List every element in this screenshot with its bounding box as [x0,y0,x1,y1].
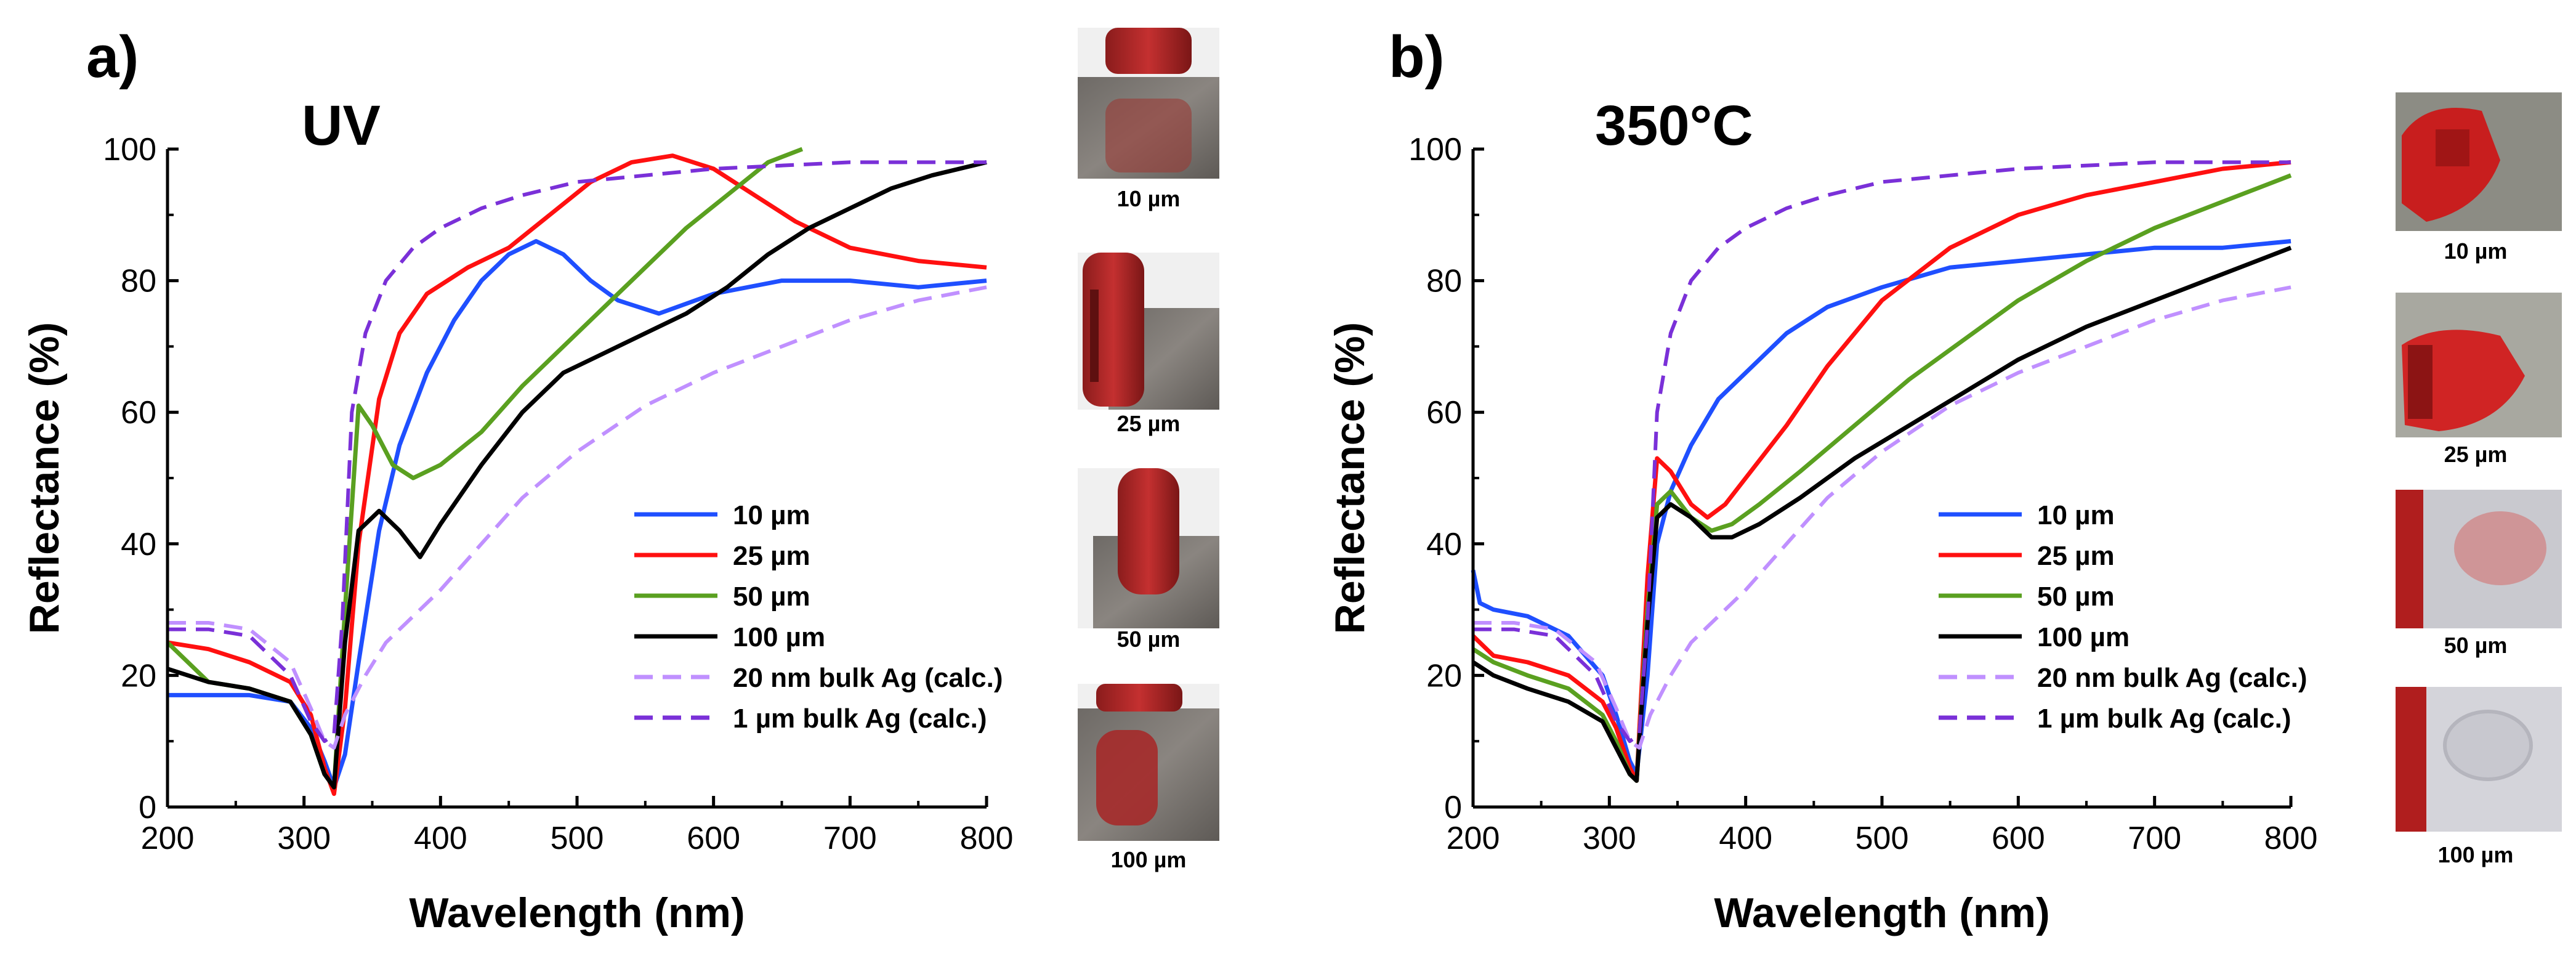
photo-label: 10 µm [1117,186,1181,211]
x-tick-label: 500 [551,821,604,856]
legend: 10 µm 25 µm 50 µm 100 µm 20 nm bulk Ag (calc… [634,500,1003,734]
sample-photo [2396,293,2562,437]
legend-label: 50 µm [2037,582,2115,612]
y-tick-label: 100 [103,132,156,168]
chart-title: 350°C [1595,94,1753,157]
series-line [1472,245,2292,783]
plot-area [166,147,987,797]
x-axis-ticks: 200 300 400 500 600 700 800 [141,796,1014,856]
x-tick-label: 300 [277,821,331,856]
sample-photo [2396,687,2562,832]
sample-photo [1078,468,1219,628]
x-tick-label: 400 [414,821,467,856]
y-axis-title: Reflectance (%) [21,322,68,634]
x-axis-ticks: 200 300 400 500 600 700 800 [1447,796,2318,856]
y-tick-label: 40 [121,527,156,562]
x-tick-label: 600 [1992,821,2045,856]
legend-label: 20 nm bulk Ag (calc.) [2037,663,2307,693]
y-tick-label: 40 [1426,527,1462,562]
series-line [167,153,987,797]
photo-label: 50 µm [1117,627,1181,652]
series-line [1472,173,2292,783]
photo-label: 100 µm [2438,842,2514,867]
x-tick-label: 800 [960,821,1014,856]
panel-a: a) UV 200 300 400 500 600 700 800 0 20 40 60 80 100… [21,24,1013,936]
series-line [1473,160,2291,744]
y-axis-title: Reflectance (%) [1326,322,1373,634]
x-tick-label: 200 [141,821,195,856]
x-tick-label: 200 [1447,821,1500,856]
y-tick-label: 60 [121,395,156,431]
x-axis-title: Wavelength (nm) [1714,890,2049,936]
plot-area [1471,160,2292,783]
photo-label: 10 µm [2444,238,2508,264]
series-line [166,160,987,790]
series-line [168,160,987,744]
y-axis-ticks: 0 20 40 60 80 100 [103,132,179,825]
x-tick-label: 700 [823,821,877,856]
series-line [1471,160,2291,783]
x-axis-title: Wavelength (nm) [409,890,745,936]
x-tick-label: 700 [2128,821,2181,856]
legend-label: 25 µm [733,541,810,571]
y-tick-label: 80 [1426,264,1462,299]
panel-b: b) 350°C 200 300 400 500 600 700 800 0 20 40 60 80… [1326,24,2317,936]
photo-strip-a: 10 µm 25 µm 50 µm 100 µm [1078,28,1219,872]
x-tick-label: 300 [1583,821,1636,856]
legend-label: 20 nm bulk Ag (calc.) [733,663,1003,693]
photo-label: 100 µm [1111,847,1187,872]
y-tick-label: 0 [1444,790,1462,825]
x-tick-label: 800 [2264,821,2318,856]
y-tick-label: 100 [1408,132,1462,168]
legend-label: 25 µm [2037,541,2115,571]
legend-label: 1 µm bulk Ag (calc.) [733,704,987,734]
legend: 10 µm 25 µm 50 µm 100 µm 20 nm bulk Ag (calc… [1939,500,2307,734]
x-tick-label: 600 [687,821,740,856]
photo-label: 25 µm [1117,411,1181,436]
legend-label: 10 µm [2037,500,2115,530]
series-line [1473,285,2291,750]
legend-label: 1 µm bulk Ag (calc.) [2037,704,2291,734]
x-tick-label: 500 [1855,821,1909,856]
y-tick-label: 80 [121,264,156,299]
sample-photo [1078,684,1219,841]
sample-photo [1078,28,1219,179]
legend-label: 10 µm [733,500,810,530]
y-tick-label: 0 [139,790,156,825]
sample-photo [2396,92,2562,231]
y-axis-ticks: 0 20 40 60 80 100 [1408,132,1484,825]
photo-label: 50 µm [2444,633,2508,658]
panel-label: b) [1389,24,1445,90]
legend-label: 50 µm [733,582,810,612]
panel-label: a) [86,24,139,90]
y-tick-label: 60 [1426,395,1462,431]
photo-strip-b: 10 µm 25 µm 50 µm 100 µm [2396,92,2562,867]
photo-label: 25 µm [2444,442,2508,467]
sample-photo [2396,490,2562,628]
x-tick-label: 400 [1719,821,1772,856]
sample-photo [1078,253,1219,410]
y-tick-label: 20 [1426,658,1462,694]
legend-label: 100 µm [2037,622,2130,652]
series-line [168,285,987,750]
y-tick-label: 20 [121,658,156,694]
legend-label: 100 µm [733,622,825,652]
chart-title: UV [302,94,381,157]
